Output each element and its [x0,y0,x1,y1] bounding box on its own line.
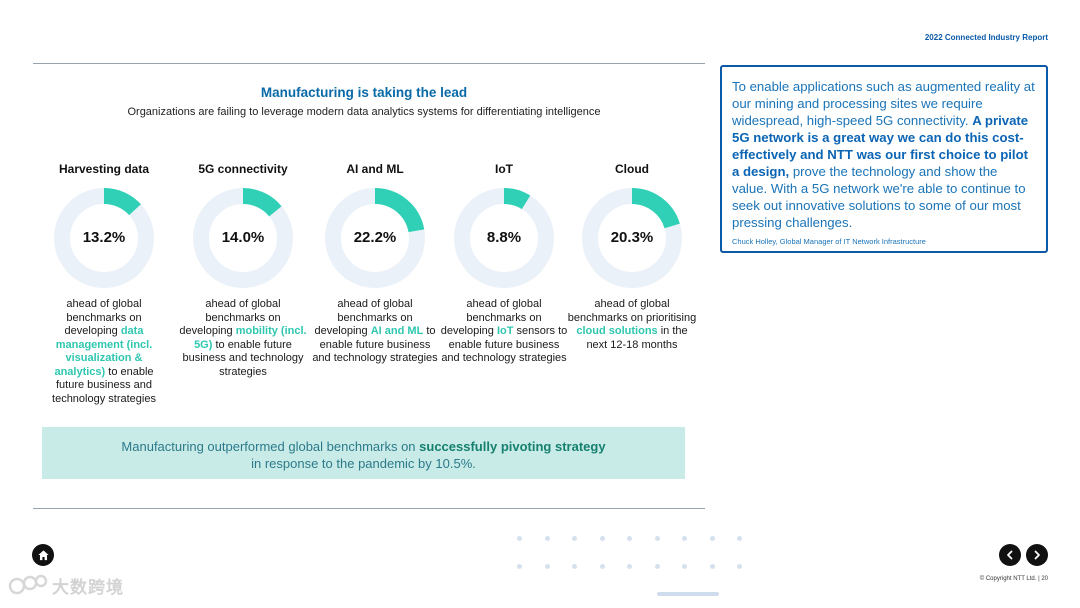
donut-value-arc [582,188,682,288]
donut-value-arc [454,188,554,288]
chevron-right-icon [1034,550,1040,560]
stat-label: IoT [495,162,513,176]
top-divider [33,63,705,64]
previous-page-button[interactable] [999,544,1021,566]
quote-text: To enable applications such as augmented… [732,79,1035,230]
watermark-logo-icon [8,574,48,595]
stat-harvesting-data: Harvesting data 13.2% ahead of global be… [39,162,169,406]
donut-value-arc [325,188,425,288]
donut-chart: 8.8% [453,187,555,289]
home-icon [37,549,49,560]
quote-box: To enable applications such as augmented… [720,65,1048,253]
stat-percent: 13.2% [82,229,126,246]
stat-percent: 22.2% [353,229,397,246]
section-title: Manufacturing is taking the lead [260,85,468,100]
stat-ai-and-ml: AI and ML 22.2% ahead of global benchmar… [310,162,440,366]
next-page-button[interactable] [1026,544,1048,566]
stat-percent: 8.8% [486,229,522,246]
stat-cloud: Cloud 20.3% ahead of global benchmarks o… [567,162,697,352]
stat-label: Harvesting data [58,162,150,176]
chevron-left-icon [1007,550,1013,560]
stat-label: AI and ML [346,162,404,176]
page-dots [515,534,750,594]
donut-chart: 22.2% [324,187,426,289]
donut-value-arc [193,188,293,288]
home-button[interactable] [32,544,54,566]
donut-chart: 13.2% [53,187,155,289]
report-title: 2022 Connected Industry Report [924,33,1048,42]
bottom-divider [33,508,705,509]
watermark: 大数跨境 [8,572,124,598]
quote-attribution: Chuck Holley, Global Manager of IT Netwo… [732,237,926,246]
stat-percent: 14.0% [221,229,265,246]
donut-chart: 14.0% [192,187,294,289]
stat-iot: IoT 8.8% ahead of global benchmarks on d… [439,162,569,366]
stat-description: ahead of global benchmarks on developing… [312,298,438,364]
section-subtitle: Organizations are failing to leverage mo… [127,106,601,118]
page-progress [657,592,719,596]
stat-description: ahead of global benchmarks on developing… [179,298,307,378]
stat-description: ahead of global benchmarks on prioritisi… [567,298,697,351]
stat-description: ahead of global benchmarks on developing… [440,298,568,364]
stat-description: ahead of global benchmarks on developing… [52,298,156,405]
stat-label: 5G connectivity [198,162,288,176]
copyright: © Copyright NTT Ltd. | 20 [979,576,1048,582]
stat-label: Cloud [615,162,649,176]
donut-value-arc [54,188,154,288]
donut-chart: 20.3% [581,187,683,289]
stat-5g-connectivity: 5G connectivity 14.0% ahead of global be… [178,162,308,379]
summary-banner: Manufacturing outperformed global benchm… [42,427,685,479]
stat-percent: 20.3% [610,229,654,246]
